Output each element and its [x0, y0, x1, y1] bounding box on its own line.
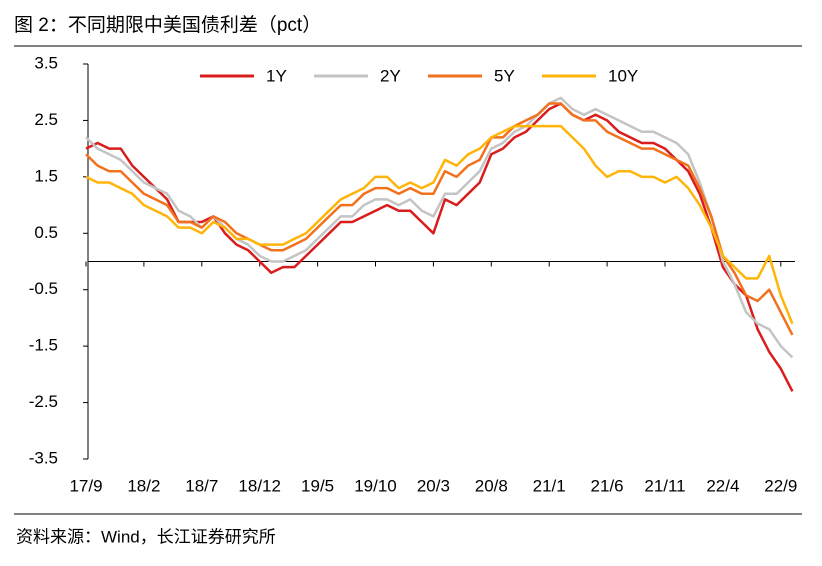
x-tick-label: 22/9 — [764, 476, 797, 495]
x-tick-label: 20/3 — [417, 476, 450, 495]
x-tick-label: 18/2 — [127, 476, 160, 495]
x-tick-label: 17/9 — [69, 476, 102, 495]
y-tick-label: 3.5 — [34, 53, 58, 72]
chart-title: 图 2：不同期限中美国债利差（pct） — [14, 14, 321, 36]
series-line — [85, 102, 794, 392]
legend-label: 10Y — [608, 66, 638, 85]
x-tick-label: 20/8 — [475, 476, 508, 495]
y-tick-label: 2.5 — [34, 110, 58, 129]
series-line — [85, 124, 794, 325]
x-tick-label: 22/4 — [706, 476, 739, 495]
y-tick-label: -0.5 — [29, 279, 58, 298]
y-tick-label: 1.5 — [34, 166, 58, 185]
x-tick-label: 18/7 — [185, 476, 218, 495]
x-tick-label: 19/10 — [354, 476, 397, 495]
series-line — [85, 102, 794, 336]
legend-label: 1Y — [266, 66, 287, 85]
x-tick-label: 19/5 — [301, 476, 334, 495]
x-tick-label: 21/11 — [644, 476, 685, 495]
x-tick-label: 18/12 — [238, 476, 281, 495]
y-tick-label: 0.5 — [34, 223, 58, 242]
legend-label: 2Y — [380, 66, 401, 85]
legend-label: 5Y — [494, 66, 515, 85]
y-tick-label: -2.5 — [29, 392, 58, 411]
x-tick-label: 21/1 — [533, 476, 566, 495]
source-note: 资料来源：Wind，长江证券研究所 — [16, 527, 276, 546]
x-tick-label: 21/6 — [591, 476, 624, 495]
y-tick-label: -1.5 — [29, 336, 58, 355]
y-tick-label: -3.5 — [29, 448, 58, 467]
